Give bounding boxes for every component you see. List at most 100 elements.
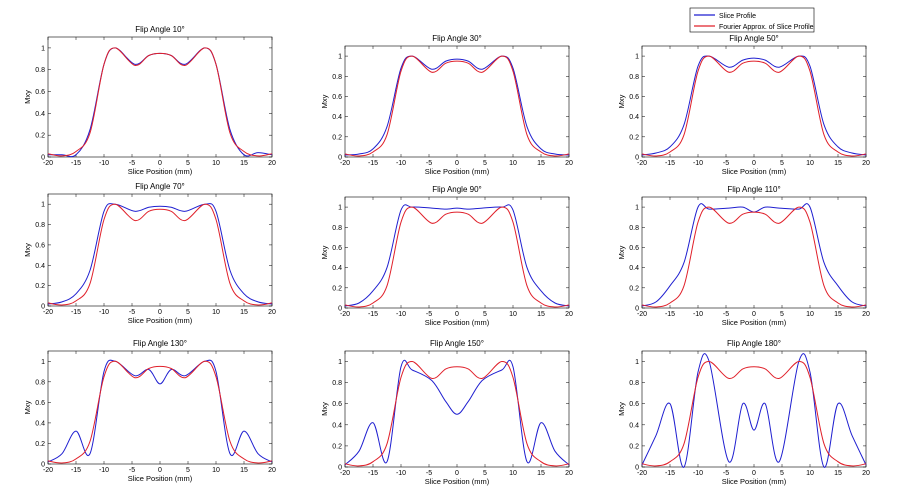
x-tick-label: -10 [99, 467, 109, 474]
y-tick-label: 0.8 [332, 74, 342, 81]
x-tick-label: 10 [212, 160, 220, 167]
y-tick-label: 0 [635, 155, 639, 162]
y-tick-label: 0 [41, 462, 45, 469]
y-tick-label: 0.8 [629, 74, 639, 81]
x-tick-label: -20 [637, 470, 647, 477]
y-tick-label: 0.6 [332, 245, 342, 252]
y-tick-label: 0.4 [35, 263, 45, 270]
x-tick-label: -15 [71, 467, 81, 474]
y-tick-label: 1 [338, 54, 342, 61]
axes-frame [344, 196, 570, 309]
y-tick-label: 0.2 [35, 283, 45, 290]
x-tick-label: 10 [806, 470, 814, 477]
x-tick-label: 0 [158, 160, 162, 167]
x-tick-label: 0 [752, 160, 756, 167]
y-tick-label: 1 [41, 45, 45, 52]
series-line-fourier-approx [47, 203, 273, 306]
x-tick-label: 10 [509, 160, 517, 167]
axes-frame [641, 45, 867, 158]
chart-title: Flip Angle 130° [133, 339, 187, 348]
x-tick-label: -10 [693, 311, 703, 318]
series-line-fourier-approx [641, 360, 867, 467]
y-tick-label: 0.6 [629, 401, 639, 408]
y-tick-label: 0 [338, 306, 342, 313]
y-tick-label: 0.8 [629, 225, 639, 232]
x-tick-label: 15 [240, 467, 248, 474]
series-line-fourier-approx [344, 55, 570, 157]
series-line-fourier-approx [47, 47, 273, 157]
series-line-slice-profile [344, 359, 570, 466]
y-tick-label: 0.2 [629, 443, 639, 450]
y-axis-label: Mxy [320, 402, 329, 416]
subplot-flip-angle-180: Flip Angle 180° -20 -15 -10 -5 0 5 10 15 20 0 0.2 0.… [617, 339, 870, 486]
x-tick-label: 15 [240, 160, 248, 167]
y-tick-label: 0.6 [332, 94, 342, 101]
y-tick-label: 0 [338, 465, 342, 472]
legend: Slice Profile Fourier Approx. of Slice P… [689, 7, 815, 33]
y-tick-label: 0.4 [35, 111, 45, 118]
axes-frame [47, 193, 273, 307]
x-tick-label: -15 [71, 160, 81, 167]
x-tick-label: 15 [240, 309, 248, 316]
axes-frame [47, 36, 273, 158]
x-tick-label: 15 [834, 311, 842, 318]
x-tick-label: 20 [862, 470, 870, 477]
x-tick-label: -5 [723, 311, 729, 318]
x-tick-label: 0 [158, 309, 162, 316]
y-tick-label: 0.6 [629, 94, 639, 101]
y-tick-label: 0 [41, 155, 45, 162]
y-tick-label: 1 [41, 359, 45, 366]
x-tick-label: 5 [483, 160, 487, 167]
chart-title: Flip Angle 10° [135, 25, 184, 34]
y-tick-label: 0.6 [332, 401, 342, 408]
y-tick-label: 0.8 [35, 222, 45, 229]
y-tick-label: 1 [635, 205, 639, 212]
x-tick-label: 20 [268, 309, 276, 316]
subplot-flip-angle-90: Flip Angle 90° -20 -15 -10 -5 0 5 10 15 20 0 0.2 0.4… [320, 185, 573, 327]
subplot-flip-angle-30: Flip Angle 30° -20 -15 -10 -5 0 5 10 15 20 0 0.2 0.4… [320, 34, 573, 176]
x-tick-label: 15 [537, 470, 545, 477]
x-tick-label: 5 [780, 470, 784, 477]
y-tick-label: 1 [338, 205, 342, 212]
x-tick-label: 10 [212, 309, 220, 316]
y-tick-label: 0.2 [35, 441, 45, 448]
x-tick-label: -15 [368, 160, 378, 167]
y-tick-label: 0 [635, 306, 639, 313]
legend-label-slice-profile: Slice Profile [719, 13, 756, 20]
x-tick-label: 10 [806, 160, 814, 167]
y-tick-label: 0.8 [35, 379, 45, 386]
y-tick-label: 0.6 [629, 245, 639, 252]
axes-frame [344, 350, 570, 468]
x-tick-label: -20 [43, 467, 53, 474]
y-tick-label: 0.2 [332, 134, 342, 141]
y-tick-label: 0.4 [629, 114, 639, 121]
y-axis-label: Mxy [617, 94, 626, 108]
series-line-fourier-approx [641, 55, 867, 157]
x-axis-label: Slice Position (mm) [425, 477, 490, 486]
y-tick-label: 0.8 [35, 67, 45, 74]
y-axis-label: Mxy [617, 402, 626, 416]
y-tick-label: 0.2 [332, 443, 342, 450]
x-axis-label: Slice Position (mm) [128, 316, 193, 325]
x-tick-label: 5 [186, 160, 190, 167]
axes-frame [47, 350, 273, 465]
x-tick-label: -5 [426, 160, 432, 167]
y-tick-label: 0.2 [629, 285, 639, 292]
x-tick-label: 5 [186, 309, 190, 316]
series-line-fourier-approx [47, 360, 273, 464]
x-tick-label: 20 [268, 160, 276, 167]
x-tick-label: 20 [862, 311, 870, 318]
x-axis-label: Slice Position (mm) [722, 318, 787, 327]
y-tick-label: 0.2 [332, 285, 342, 292]
x-axis-label: Slice Position (mm) [722, 167, 787, 176]
y-axis-label: Mxy [617, 245, 626, 259]
series-line-slice-profile [344, 204, 570, 307]
series-line-slice-profile [641, 55, 867, 156]
x-tick-label: 5 [483, 311, 487, 318]
chart-title: Flip Angle 70° [135, 182, 184, 191]
y-tick-label: 0.4 [35, 420, 45, 427]
y-tick-label: 1 [635, 359, 639, 366]
x-tick-label: -10 [396, 311, 406, 318]
y-tick-label: 0.4 [629, 265, 639, 272]
chart-title: Flip Angle 110° [727, 185, 780, 194]
